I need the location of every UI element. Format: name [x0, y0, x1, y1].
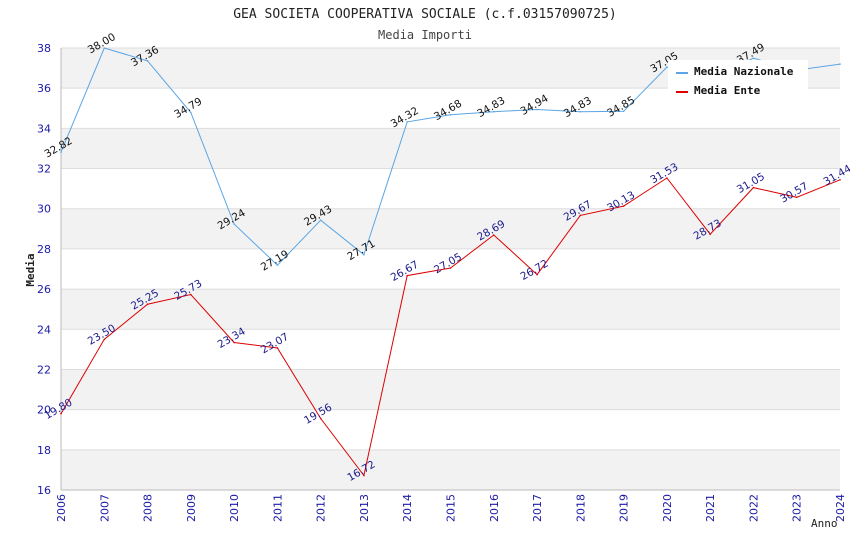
y-axis-ticks: 16 18 20 22 24 26 28 30 32 34 36 38 [37, 42, 51, 497]
x-tick-label: 2020 [661, 494, 674, 522]
x-tick-label: 2007 [98, 494, 111, 522]
grid-band [61, 208, 840, 249]
y-tick-label: 34 [37, 122, 51, 135]
data-point [363, 253, 365, 256]
x-tick-label: 2018 [574, 494, 587, 522]
x-axis-label: Anno [811, 517, 838, 530]
data-point [666, 177, 668, 179]
y-tick-label: 16 [37, 484, 51, 497]
data-point [709, 233, 711, 236]
data-label: 23.07 [259, 331, 291, 356]
y-tick-label: 22 [37, 363, 51, 376]
data-label: 34.83 [562, 95, 594, 120]
data-point [449, 113, 452, 116]
x-tick-label: 2017 [531, 494, 544, 522]
data-point [276, 264, 279, 266]
data-point [103, 47, 106, 49]
x-tick-label: 2015 [445, 494, 458, 522]
legend: Media Nazionale Media Ente [668, 60, 808, 100]
grid-band [61, 369, 840, 410]
data-point [839, 178, 841, 181]
x-tick-label: 2010 [228, 494, 241, 522]
data-point [233, 223, 235, 225]
data-point [319, 219, 322, 221]
data-label: 34.94 [519, 92, 551, 118]
x-tick-label: 2008 [142, 494, 155, 522]
grid-band [61, 128, 840, 169]
y-tick-label: 32 [37, 163, 51, 176]
y-tick-label: 38 [37, 42, 51, 55]
data-point [60, 151, 62, 153]
data-label: 34.68 [432, 98, 464, 123]
x-tick-label: 2014 [401, 494, 414, 522]
y-tick-label: 30 [37, 203, 51, 216]
legend-label-nazionale: Media Nazionale [694, 65, 794, 78]
x-tick-label: 2022 [747, 494, 760, 522]
chart-subtitle: Media Importi [378, 28, 472, 42]
x-tick-label: 2024 [834, 494, 847, 522]
x-tick-label: 2006 [55, 494, 68, 522]
y-tick-label: 36 [37, 82, 51, 95]
data-label: 34.32 [389, 105, 421, 130]
data-point [622, 205, 625, 207]
x-axis-ticks: 2006 2007 2008 2009 2010 2011 2012 2013 2014 2015… [55, 494, 847, 522]
y-tick-label: 24 [37, 323, 51, 336]
data-label: 27.05 [432, 251, 464, 276]
data-point [492, 110, 495, 113]
data-label: 34.79 [172, 95, 204, 120]
data-point [752, 186, 755, 189]
data-point [103, 338, 106, 341]
grid-band [61, 449, 840, 490]
data-point [449, 267, 452, 269]
x-tick-label: 2019 [618, 494, 631, 522]
x-tick-label: 2009 [185, 494, 198, 522]
data-point [406, 274, 409, 277]
x-tick-label: 2021 [704, 494, 717, 522]
y-tick-label: 20 [37, 404, 51, 417]
data-label: 19.80 [42, 397, 74, 422]
data-point [536, 273, 538, 276]
y-axis-label: Media [24, 253, 37, 286]
data-point [233, 341, 235, 344]
grid-band [61, 289, 840, 330]
data-point [60, 412, 62, 415]
data-point [579, 214, 582, 217]
data-point [146, 60, 149, 62]
y-tick-label: 28 [37, 243, 51, 256]
data-label: 31.05 [735, 171, 767, 196]
data-label: 34.83 [475, 95, 507, 120]
x-tick-label: 2012 [315, 494, 328, 522]
x-tick-label: 2016 [488, 494, 501, 522]
data-point [276, 347, 279, 349]
data-label: 30.57 [778, 180, 810, 205]
data-point [795, 196, 798, 199]
data-point [579, 110, 582, 113]
data-point [319, 417, 322, 420]
data-point [146, 303, 149, 305]
data-point [839, 63, 841, 65]
legend-box [668, 60, 808, 100]
axes [60, 48, 840, 491]
data-point [666, 66, 668, 68]
chart-title: GEA SOCIETA COOPERATIVA SOCIALE (c.f.031… [233, 7, 617, 22]
y-tick-label: 18 [37, 444, 51, 457]
data-label: 34.85 [605, 94, 637, 119]
data-point [190, 111, 192, 114]
data-point [752, 57, 755, 60]
x-tick-label: 2011 [271, 494, 284, 522]
x-tick-label: 2013 [358, 494, 371, 522]
y-tick-label: 26 [37, 283, 51, 296]
data-point [406, 121, 409, 123]
data-point [536, 108, 538, 111]
data-point [363, 474, 365, 477]
data-label: 26.67 [389, 259, 421, 284]
data-point [492, 234, 495, 236]
legend-label-ente: Media Ente [694, 84, 761, 97]
x-tick-label: 2023 [791, 494, 804, 522]
data-point [622, 110, 625, 113]
data-point [190, 293, 192, 296]
